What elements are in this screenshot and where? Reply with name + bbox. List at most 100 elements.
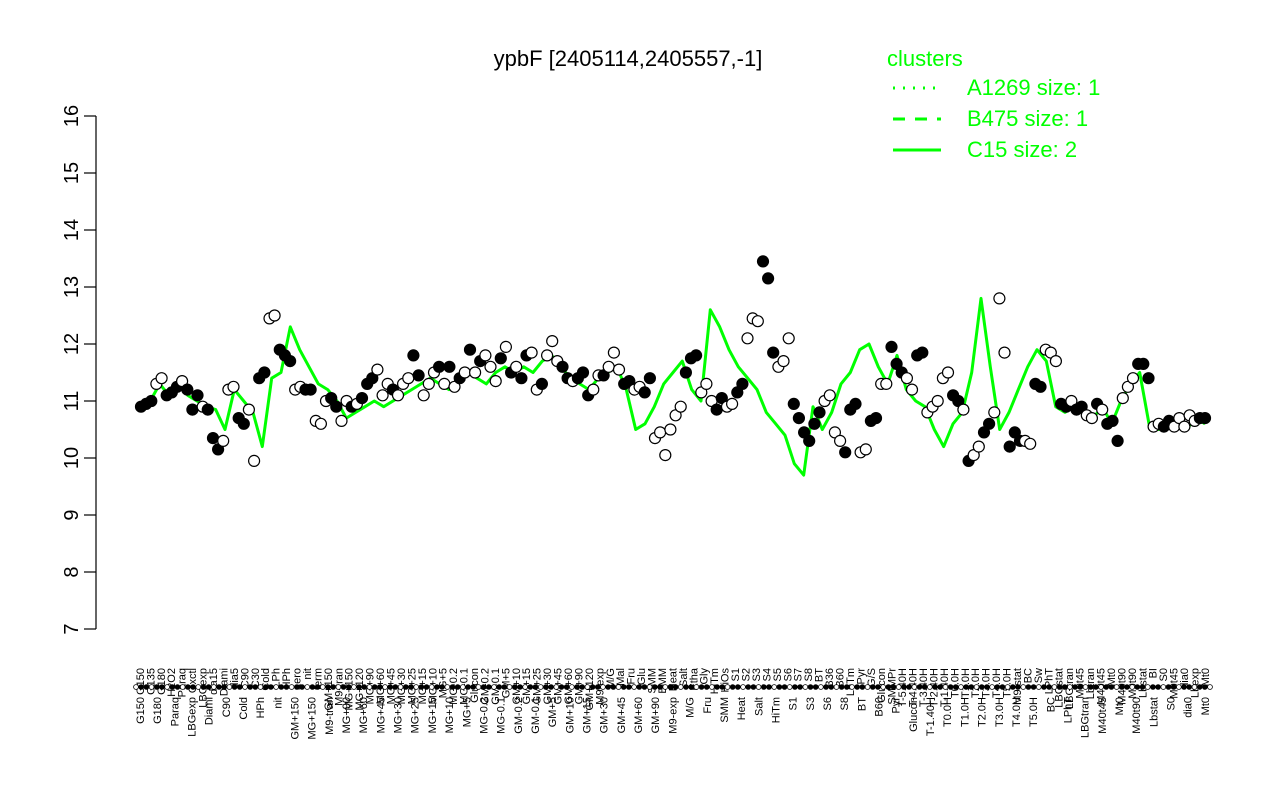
data-point xyxy=(602,360,615,373)
data-point xyxy=(982,417,996,430)
x-rug-marker xyxy=(1186,684,1193,690)
x-tick-label: Glucon xyxy=(908,697,920,732)
x-rug-marker xyxy=(1113,684,1120,690)
x-rug-marker xyxy=(511,684,518,690)
x-tick-label: T0.0H xyxy=(949,668,961,698)
x-tick-label: Fru xyxy=(626,668,638,685)
x-rug-marker xyxy=(1124,684,1130,690)
x-rug-marker xyxy=(1046,684,1052,690)
x-rug-marker xyxy=(921,684,928,690)
x-rug-marker xyxy=(875,684,881,690)
x-tick-label: S3 xyxy=(751,668,763,681)
x-tick-label: Lbstat xyxy=(1137,668,1149,698)
x-rug-marker xyxy=(605,684,611,690)
x-rug-marker xyxy=(133,684,139,690)
x-rug-marker xyxy=(211,684,217,690)
x-rug-marker xyxy=(143,684,150,690)
x-tick-label: B36 xyxy=(824,668,836,688)
data-point xyxy=(1137,357,1150,370)
x-rug-marker xyxy=(1030,684,1037,690)
data-point xyxy=(227,380,240,393)
x-rug-marker xyxy=(501,684,508,690)
data-point xyxy=(237,417,250,430)
x-rug-marker xyxy=(662,684,669,690)
data-point xyxy=(515,372,528,385)
x-rug-marker xyxy=(190,684,196,690)
x-rug-marker xyxy=(475,684,482,690)
data-point xyxy=(792,412,806,425)
x-tick-label: BT xyxy=(856,697,868,711)
x-rug-marker xyxy=(392,684,399,690)
x-rug-marker xyxy=(1118,684,1125,690)
x-tick-label: S5 xyxy=(772,668,784,681)
x-rug-marker xyxy=(838,684,845,690)
data-point xyxy=(782,332,795,345)
legend-title: clusters xyxy=(887,46,963,71)
data-point xyxy=(767,346,780,359)
x-tick-label: Diami xyxy=(218,668,230,696)
x-rug-marker xyxy=(304,684,311,690)
data-point xyxy=(1034,380,1047,393)
x-tick-label: T1.0H xyxy=(959,697,971,727)
data-point xyxy=(638,386,651,399)
data-point xyxy=(469,366,482,379)
x-tick-label: GM-0.1 xyxy=(530,697,542,734)
x-rug-marker xyxy=(766,684,772,690)
x-rug-marker xyxy=(226,684,233,690)
x-rug-marker xyxy=(366,684,373,690)
data-point xyxy=(335,414,348,427)
x-rug-marker xyxy=(615,684,622,690)
x-rug-marker xyxy=(652,684,658,690)
data-point xyxy=(1126,372,1140,385)
x-rug-marker xyxy=(859,684,866,690)
x-tick-label: T5.0H xyxy=(1028,697,1040,727)
x-rug-marker xyxy=(771,684,777,690)
data-point xyxy=(957,403,970,416)
x-tick-label: S8 xyxy=(839,697,851,710)
data-point xyxy=(330,400,343,413)
data-point xyxy=(839,446,852,459)
data-point xyxy=(941,366,955,379)
x-tick-label: C30 xyxy=(250,668,262,688)
x-rug-marker xyxy=(200,684,207,690)
data-point xyxy=(1024,437,1037,450)
data-point xyxy=(391,389,405,402)
x-tick-label: Gly xyxy=(699,668,711,685)
x-rug-marker xyxy=(1087,684,1094,690)
x-tick-label: T-1.40H xyxy=(925,697,937,736)
x-rug-marker xyxy=(377,684,383,690)
data-point xyxy=(155,372,168,385)
data-point xyxy=(880,377,893,390)
x-rug-marker xyxy=(569,684,575,690)
x-tick-label: T4.0H xyxy=(1011,697,1023,727)
x-rug-marker xyxy=(1015,684,1021,690)
x-tick-label: S1 xyxy=(788,697,800,710)
x-rug-marker xyxy=(1160,684,1167,690)
data-point xyxy=(803,434,816,447)
x-tick-label: Fru xyxy=(702,697,714,714)
x-rug-marker xyxy=(397,684,404,690)
x-rug-marker xyxy=(631,684,637,690)
x-rug-marker xyxy=(460,684,466,690)
x-rug-marker xyxy=(345,684,352,690)
data-point xyxy=(998,346,1011,359)
x-rug-marker xyxy=(750,684,757,690)
x-tick-label: S4 xyxy=(761,668,773,681)
x-rug-marker xyxy=(1150,684,1156,690)
x-rug-marker xyxy=(361,684,368,690)
x-tick-label: Salt xyxy=(753,697,765,716)
x-tick-label: GM+120 xyxy=(584,668,596,711)
chart-title: ypbF [2405114,2405557,-1] xyxy=(494,46,763,71)
data-point xyxy=(145,394,158,408)
x-tick-label: M9-exp xyxy=(667,697,679,734)
x-rug-marker xyxy=(792,684,798,690)
x-rug-marker xyxy=(584,684,591,690)
x-rug-marker xyxy=(387,684,394,690)
data-point xyxy=(931,394,944,408)
x-rug-marker xyxy=(978,684,985,690)
x-rug-marker xyxy=(880,684,886,690)
x-tick-label: GM+60 xyxy=(633,697,645,733)
x-tick-label: MG+5 xyxy=(461,697,473,727)
data-point xyxy=(242,403,255,416)
